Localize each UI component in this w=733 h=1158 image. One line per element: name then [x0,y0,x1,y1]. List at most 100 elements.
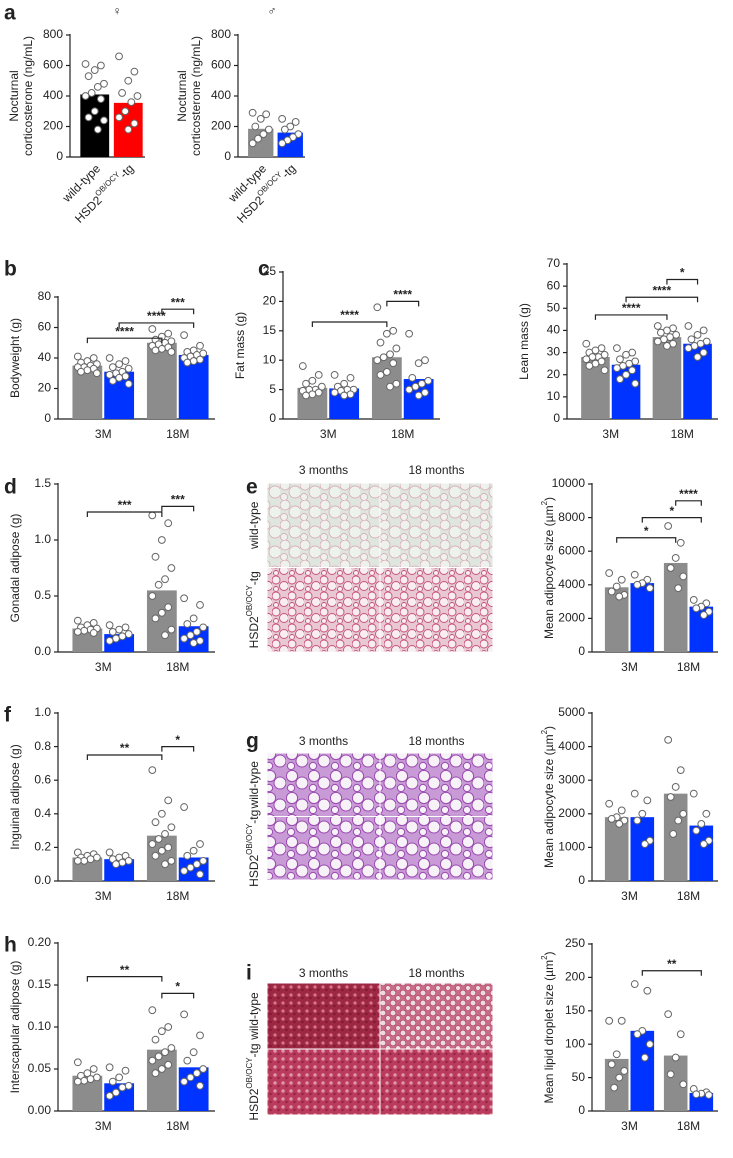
data-point [100,116,108,125]
data-point [693,353,702,361]
y-tick-label: 0.0 [34,873,51,887]
column-label: 18 months [408,966,464,980]
y-tick-label: 150 [565,1003,585,1017]
data-point [154,835,163,843]
data-point [148,1006,157,1015]
histology-image [266,816,381,881]
significance-label: ** [667,957,677,971]
data-point [157,344,166,353]
significance-label: * [680,266,685,280]
y-axis-label: Mean lipid droplet size (µm2) [540,951,556,1103]
data-point [616,355,624,364]
data-point [151,614,160,623]
y-axis-label-part: ) [542,726,556,730]
data-point [92,853,101,862]
x-tick-label: 3M [621,1119,638,1133]
data-point [151,552,160,561]
y-tick-label: 0.00 [28,1103,52,1117]
data-point [192,1069,201,1078]
y-tick-label: 10 [547,389,561,403]
data-point [164,1060,173,1069]
data-point [689,596,698,604]
data-point [620,1067,629,1075]
y-axis-label: Nocturnal [175,70,189,121]
data-point [631,379,640,388]
y-tick-label: 200 [565,970,585,984]
significance-bracket [161,746,195,752]
histology-image [266,482,381,568]
data-point [148,840,157,848]
y-tick-label: 60 [38,320,52,334]
data-point [86,1075,95,1083]
data-point [148,325,157,333]
data-point [121,357,130,365]
data-point [664,735,673,744]
data-point [196,601,204,609]
data-point [314,371,323,379]
x-tick-label: 18M [166,427,189,441]
data-point [389,359,398,368]
data-point [379,353,388,362]
data-point [612,364,621,372]
data-point [192,860,201,869]
data-point [610,1083,619,1092]
data-point [108,376,117,385]
significance-label: * [175,733,180,747]
x-tick-label-part: HSD2 [72,193,105,226]
data-point [196,1081,204,1090]
y-tick-label: 4000 [558,739,585,753]
data-point [424,376,433,385]
y-tick-label: 0.6 [34,772,51,786]
data-point [615,1073,624,1082]
histology-image [266,1048,381,1116]
data-point [151,1035,160,1044]
data-point [115,1073,124,1082]
data-point [196,636,204,645]
significance-label: **** [393,288,412,302]
y-tick-label: 800 [211,27,231,41]
column-label: 18 months [408,463,464,477]
data-point [373,303,382,312]
bar [604,587,629,652]
data-point [640,840,649,848]
y-tick-label: 8000 [558,510,585,524]
data-point [180,1077,189,1086]
data-point [674,816,683,825]
y-tick-label: 20 [263,294,277,308]
y-tick-label: 2000 [558,611,585,625]
data-point [615,592,624,601]
y-tick-label: 0 [224,149,231,163]
data-point [291,118,300,126]
data-point [671,783,680,791]
column-label: 3 months [299,966,348,980]
data-point [108,363,117,372]
data-point [302,379,310,388]
y-tick-label: 5 [269,382,276,396]
data-point [89,354,98,362]
data-point [628,366,637,375]
data-point [679,572,688,581]
y-tick-label: 200 [43,119,63,133]
significance-label: **** [652,283,671,297]
y-tick-label: 0 [578,873,585,887]
data-point [105,1091,114,1100]
data-point [278,114,287,123]
data-point [186,863,195,872]
bar [663,562,688,652]
bar [663,1055,688,1111]
data-point [180,594,189,603]
data-point [127,98,136,106]
panel-letter: b [4,258,17,281]
data-point [151,1069,160,1078]
data-point [653,322,662,330]
data-point [340,391,349,400]
data-point [612,344,621,353]
data-point [112,1088,120,1097]
data-point [671,1053,680,1062]
data-point [180,803,189,811]
histology-image [379,482,494,568]
significance-bracket [311,321,388,327]
y-tick-label: 40 [547,323,561,337]
data-point [199,623,208,632]
histology-image [379,816,494,881]
